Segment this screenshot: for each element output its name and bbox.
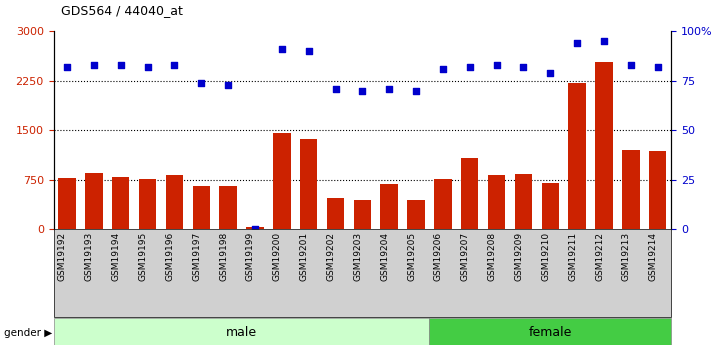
Text: GSM19202: GSM19202 bbox=[326, 232, 336, 281]
Bar bbox=[461, 158, 478, 229]
Text: GSM19192: GSM19192 bbox=[58, 232, 67, 281]
Text: GSM19212: GSM19212 bbox=[595, 232, 604, 281]
Point bbox=[222, 82, 233, 87]
Point bbox=[303, 48, 314, 53]
Text: GSM19208: GSM19208 bbox=[488, 232, 497, 281]
Text: GSM19207: GSM19207 bbox=[461, 232, 470, 281]
Point bbox=[491, 62, 503, 68]
Bar bbox=[273, 133, 291, 229]
Point bbox=[383, 86, 395, 91]
Text: female: female bbox=[528, 326, 572, 339]
Text: GSM19197: GSM19197 bbox=[192, 232, 201, 281]
Bar bbox=[649, 151, 666, 229]
Point bbox=[571, 40, 583, 46]
Point bbox=[276, 46, 288, 52]
Point bbox=[249, 227, 261, 232]
Bar bbox=[568, 82, 586, 229]
Bar bbox=[139, 178, 156, 229]
Bar bbox=[166, 175, 183, 229]
Point bbox=[518, 64, 529, 70]
Text: GSM19205: GSM19205 bbox=[407, 232, 416, 281]
Bar bbox=[85, 173, 103, 229]
Text: GSM19194: GSM19194 bbox=[111, 232, 121, 281]
Point bbox=[464, 64, 476, 70]
Text: GSM19201: GSM19201 bbox=[300, 232, 308, 281]
Point bbox=[169, 62, 180, 68]
Bar bbox=[353, 200, 371, 229]
Bar bbox=[407, 200, 425, 229]
Text: GSM19210: GSM19210 bbox=[541, 232, 550, 281]
Bar bbox=[112, 177, 129, 229]
Text: gender ▶: gender ▶ bbox=[4, 328, 52, 337]
Text: GSM19206: GSM19206 bbox=[434, 232, 443, 281]
Bar bbox=[193, 186, 210, 229]
Bar bbox=[381, 184, 398, 229]
Text: GSM19200: GSM19200 bbox=[273, 232, 282, 281]
Point bbox=[545, 70, 556, 76]
Bar bbox=[434, 178, 452, 229]
Bar bbox=[300, 139, 318, 229]
Point bbox=[115, 62, 126, 68]
Bar bbox=[488, 175, 506, 229]
Point bbox=[598, 38, 610, 44]
Text: GSM19214: GSM19214 bbox=[649, 232, 658, 281]
Point bbox=[652, 64, 663, 70]
Text: male: male bbox=[226, 326, 257, 339]
Point bbox=[330, 86, 341, 91]
Bar bbox=[327, 198, 344, 229]
Point bbox=[357, 88, 368, 93]
Text: GSM19204: GSM19204 bbox=[381, 232, 389, 281]
Bar bbox=[622, 150, 640, 229]
Bar bbox=[542, 183, 559, 229]
Point bbox=[61, 64, 73, 70]
Text: GSM19198: GSM19198 bbox=[219, 232, 228, 281]
Bar bbox=[515, 174, 532, 229]
Text: GSM19199: GSM19199 bbox=[246, 232, 255, 281]
Bar bbox=[219, 186, 237, 229]
Text: GSM19213: GSM19213 bbox=[622, 232, 631, 281]
Text: GSM19193: GSM19193 bbox=[85, 232, 94, 281]
Point bbox=[437, 66, 448, 71]
Text: GSM19203: GSM19203 bbox=[353, 232, 362, 281]
Point bbox=[411, 88, 422, 93]
Point bbox=[196, 80, 207, 85]
Text: GSM19196: GSM19196 bbox=[166, 232, 174, 281]
Bar bbox=[59, 178, 76, 229]
Point bbox=[88, 62, 99, 68]
Text: GSM19209: GSM19209 bbox=[515, 232, 523, 281]
Bar bbox=[595, 62, 613, 229]
Point bbox=[625, 62, 637, 68]
Text: GSM19211: GSM19211 bbox=[568, 232, 577, 281]
Point bbox=[142, 64, 154, 70]
Text: GSM19195: GSM19195 bbox=[139, 232, 148, 281]
Text: GDS564 / 44040_at: GDS564 / 44040_at bbox=[61, 4, 183, 17]
Bar bbox=[246, 227, 263, 229]
